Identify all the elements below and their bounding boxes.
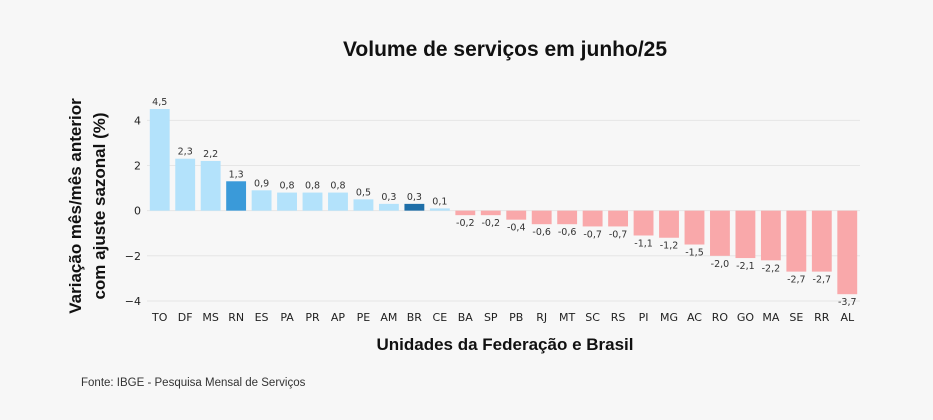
x-tick-label-rs: RS <box>611 311 626 324</box>
bar-pi <box>633 210 654 236</box>
data-label-ma: -2,2 <box>762 263 781 274</box>
bar-rn <box>226 181 247 211</box>
x-tick-label-mt: MT <box>559 311 575 324</box>
bar-to <box>149 109 170 211</box>
x-tick-label-ma: MA <box>762 311 779 324</box>
data-label-sc: -0,7 <box>583 229 602 240</box>
x-tick-label-am: AM <box>380 311 397 324</box>
data-label-es: 0,9 <box>254 178 269 189</box>
x-tick-label-ba: BA <box>458 311 474 324</box>
bar-rr <box>811 210 832 272</box>
data-label-ce: 0,1 <box>432 196 447 207</box>
x-tick-label-se: SE <box>789 311 803 324</box>
bar-df <box>175 158 196 211</box>
bar-sc <box>582 210 603 227</box>
x-tick-label-rj: RJ <box>536 311 547 324</box>
y-tick-label: 2 <box>134 159 141 172</box>
bars <box>149 109 858 295</box>
data-label-sp: -0,2 <box>481 218 500 229</box>
x-tick-label-rn: RN <box>228 311 244 324</box>
data-label-rj: -0,6 <box>532 227 551 238</box>
bar-ce <box>429 208 450 211</box>
data-label-go: -2,1 <box>736 261 755 272</box>
bar-sp <box>480 210 501 216</box>
x-tick-label-mg: MG <box>660 311 678 324</box>
data-label-br: 0,3 <box>407 192 422 203</box>
bar-mg <box>659 210 679 238</box>
x-tick-label-ce: CE <box>433 311 448 324</box>
data-label-pi: -1,1 <box>634 238 653 249</box>
chart-title: Volume de serviços em junho/25 <box>343 38 667 61</box>
y-tick-label: −4 <box>125 295 141 308</box>
data-label-rr: -2,7 <box>813 275 832 286</box>
data-label-rs: -0,7 <box>609 229 628 240</box>
bar-go <box>735 210 756 259</box>
source-note: Fonte: IBGE - Pesquisa Mensal de Serviço… <box>81 377 306 389</box>
bar-ma <box>760 210 781 261</box>
y-tick-label: 0 <box>134 205 141 218</box>
x-tick-label-ac: AC <box>687 311 702 324</box>
data-label-pr: 0,8 <box>305 181 320 192</box>
y-tick-label: −2 <box>125 250 141 263</box>
y-tick-labels: −4 −2 0 2 4 <box>125 114 141 308</box>
bar-pe <box>353 199 374 211</box>
data-label-pe: 0,5 <box>356 187 371 198</box>
bar-br <box>404 203 425 211</box>
data-label-pb: -0,4 <box>507 223 526 234</box>
x-tick-label-ro: RO <box>712 311 729 324</box>
data-label-se: -2,7 <box>787 275 806 286</box>
bar-ro <box>710 210 730 256</box>
x-tick-label-df: DF <box>178 311 193 324</box>
x-tick-label-rr: RR <box>814 311 830 324</box>
bar-am <box>378 203 399 211</box>
bar-pa <box>277 192 297 211</box>
data-label-to: 4,5 <box>152 97 167 108</box>
x-tick-label-go: GO <box>737 311 755 324</box>
x-tick-label-pe: PE <box>357 311 371 324</box>
data-label-mt: -0,6 <box>558 227 577 238</box>
x-tick-labels: TO DF MS RN ES PA PR AP PE AM BR CE BA SP PB RJ MT SC RS PI… <box>151 311 855 324</box>
x-tick-label-pa: PA <box>280 311 294 324</box>
x-tick-label-pi: PI <box>639 311 649 324</box>
x-tick-label-ap: AP <box>331 311 346 324</box>
data-label-al: -3,7 <box>838 297 857 308</box>
data-label-ro: -2,0 <box>711 259 730 270</box>
y-tick-label: 4 <box>134 114 141 127</box>
y-axis-title-line2: com ajuste sazonal (%) <box>90 112 109 299</box>
data-label-ba: -0,2 <box>456 218 475 229</box>
data-labels: 4,5 2,3 2,2 1,3 0,9 0,8 0,8 0,8 0,5 0,3 0,3 0,1 -0,2… <box>152 97 856 308</box>
bar-rs <box>608 210 629 227</box>
bar-mt <box>557 210 578 225</box>
x-tick-label-al: AL <box>840 311 855 324</box>
y-axis-title-line1: Variação mês/mês anterior <box>66 98 85 314</box>
bar-ap <box>328 192 348 211</box>
x-axis-title: Unidades da Federação e Brasil <box>377 335 634 354</box>
bar-ms <box>200 160 221 211</box>
data-label-ap: 0,8 <box>330 181 345 192</box>
x-tick-label-pb: PB <box>509 311 523 324</box>
data-label-rn: 1,3 <box>229 169 244 180</box>
bar-rj <box>531 210 552 225</box>
bar-pr <box>302 192 323 211</box>
data-label-pa: 0,8 <box>279 181 294 192</box>
x-tick-label-sp: SP <box>484 311 498 324</box>
x-tick-label-ms: MS <box>202 311 218 324</box>
x-tick-label-pr: PR <box>305 311 320 324</box>
bar-se <box>786 210 807 272</box>
x-tick-label-br: BR <box>407 311 423 324</box>
bar-ac <box>684 210 705 245</box>
x-tick-label-sc: SC <box>585 311 600 324</box>
data-label-ac: -1,5 <box>685 248 704 259</box>
x-tick-label-es: ES <box>255 311 269 324</box>
bar-al <box>837 210 858 295</box>
x-tick-label-to: TO <box>151 311 168 324</box>
bar-pb <box>506 210 527 220</box>
data-label-df: 2,3 <box>178 147 193 158</box>
data-label-mg: -1,2 <box>660 241 679 252</box>
data-label-ms: 2,2 <box>203 149 218 160</box>
data-label-am: 0,3 <box>381 192 396 203</box>
bar-es <box>251 190 272 211</box>
bar-ba <box>455 210 476 216</box>
